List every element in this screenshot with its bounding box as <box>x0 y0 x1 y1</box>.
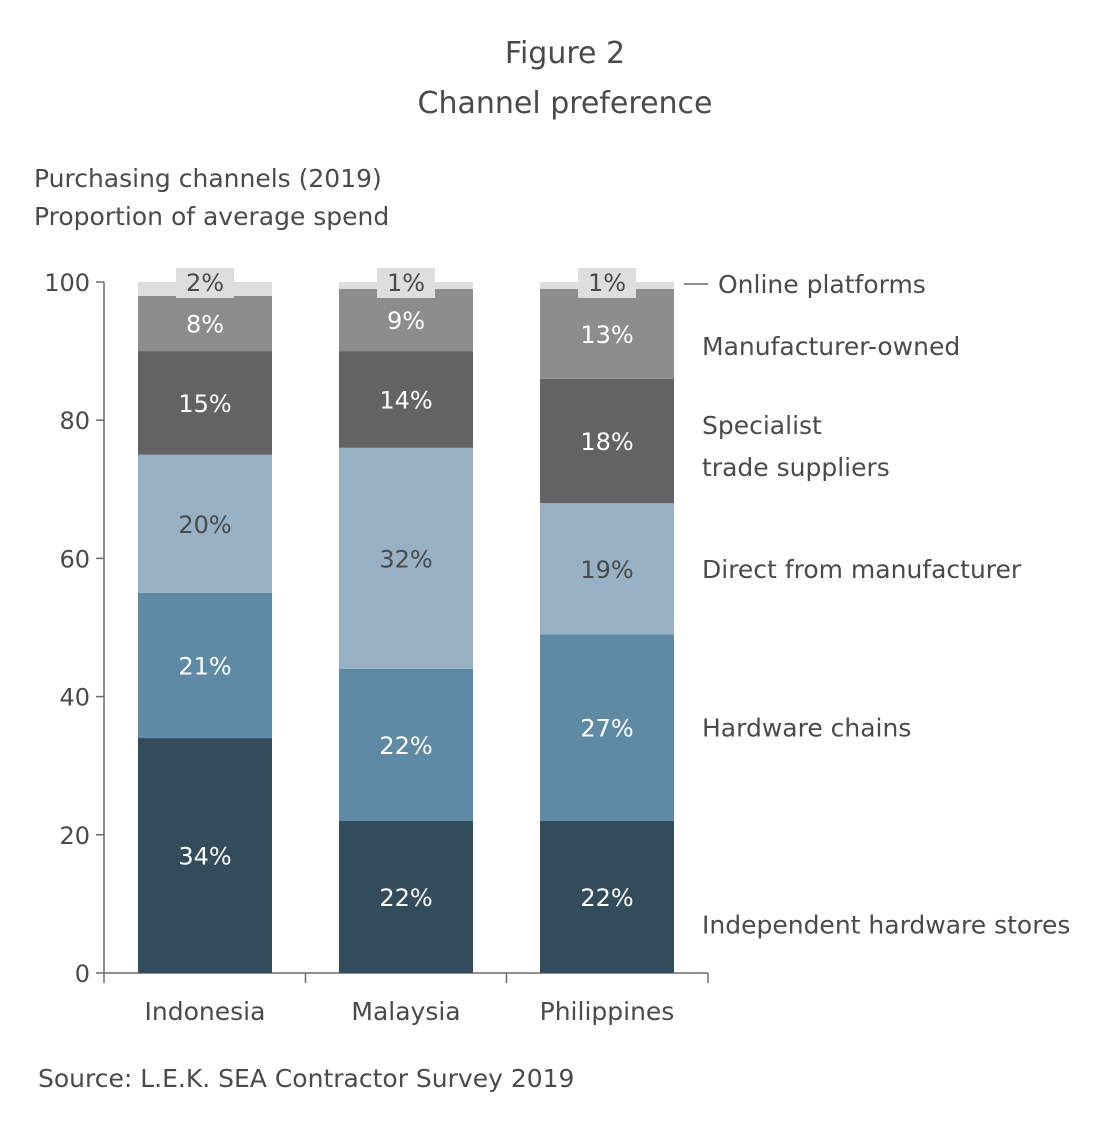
bar-segment <box>138 454 272 593</box>
figure-label: Figure 2 <box>504 36 626 71</box>
legend-label: Direct from manufacturer <box>702 555 1022 584</box>
data-label: 22% <box>580 884 633 912</box>
bar-segment <box>339 447 473 669</box>
legend-label: Manufacturer-owned <box>702 332 960 361</box>
figure-title: Channel preference <box>417 86 713 121</box>
data-label: 27% <box>580 715 633 743</box>
data-label: 34% <box>178 843 231 871</box>
y-tick-label: 0 <box>75 960 90 988</box>
bar-segment <box>540 634 674 821</box>
source-note: Source: L.E.K. SEA Contractor Survey 201… <box>38 1064 575 1093</box>
y-tick-label: 60 <box>59 545 90 573</box>
data-label-box <box>176 268 234 298</box>
data-label: 19% <box>580 556 633 584</box>
legend-label: Hardware chains <box>702 714 911 743</box>
data-label-box <box>377 268 435 298</box>
legend-label: Specialist <box>702 411 822 440</box>
x-tick-label: Philippines <box>540 997 675 1026</box>
data-label: 13% <box>580 321 633 349</box>
x-tick-label: Indonesia <box>145 997 266 1026</box>
data-label: 14% <box>379 386 432 414</box>
data-label: 1% <box>588 269 626 297</box>
data-label: 8% <box>186 310 224 338</box>
bar-segment <box>339 351 473 448</box>
legend-label: Online platforms <box>718 270 926 299</box>
data-label: 32% <box>379 545 432 573</box>
legend-label: trade suppliers <box>702 453 890 482</box>
data-label: 9% <box>387 307 425 335</box>
bar-segment <box>540 820 674 973</box>
data-label: 15% <box>178 390 231 418</box>
bar-segment <box>540 378 674 504</box>
data-label: 21% <box>178 653 231 681</box>
data-label: 18% <box>580 428 633 456</box>
y-tick-label: 100 <box>44 269 90 297</box>
bar-segment <box>138 351 272 455</box>
bar-segment <box>339 288 473 352</box>
legend-label: Independent hardware stores <box>702 911 1070 940</box>
data-label-box <box>578 268 636 298</box>
data-label: 20% <box>178 511 231 539</box>
data-label: 2% <box>186 269 224 297</box>
chart-subtitle: Proportion of average spend <box>34 202 390 231</box>
chart-title: Purchasing channels (2019) <box>34 164 382 193</box>
bar-segment <box>138 295 272 352</box>
y-tick-label: 40 <box>59 684 90 712</box>
bar-segment <box>339 820 473 973</box>
bar-segment <box>138 738 272 973</box>
y-tick-label: 20 <box>59 822 90 850</box>
bar-segment <box>339 668 473 821</box>
data-label: 22% <box>379 732 432 760</box>
y-tick-label: 80 <box>59 407 90 435</box>
data-label: 22% <box>379 884 432 912</box>
data-label: 1% <box>387 269 425 297</box>
bar-segment <box>138 592 272 739</box>
bar-segment <box>540 288 674 379</box>
bar-segment <box>540 503 674 635</box>
x-tick-label: Malaysia <box>351 997 460 1026</box>
